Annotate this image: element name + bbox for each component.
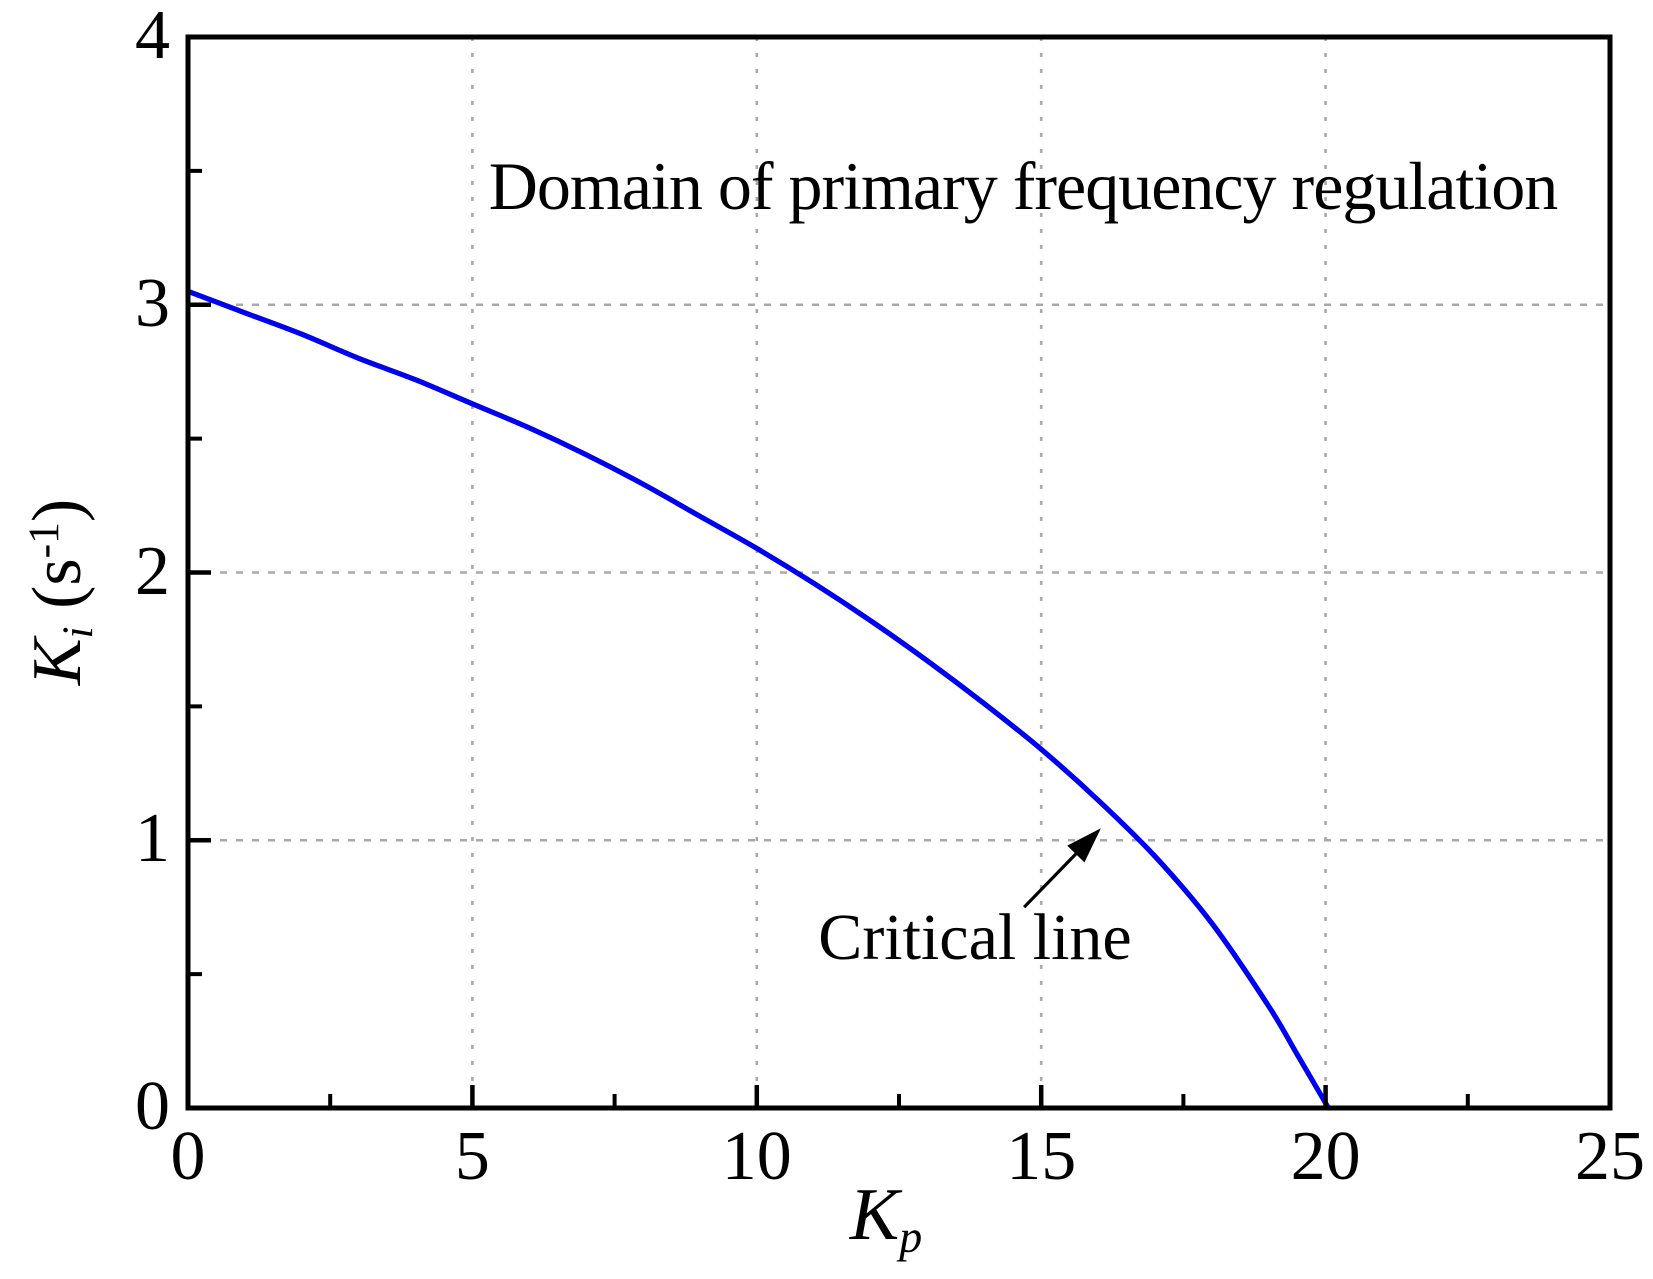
x-tick-label: 20 [1290,1118,1361,1195]
x-axis-label-symbol: K [849,1174,900,1256]
plot-title: Domain of primary frequency regulation [488,148,1558,224]
x-tick-label: 0 [170,1118,206,1195]
y-tick-label: 3 [135,264,170,342]
y-tick-label: 1 [135,800,170,878]
x-tick-label: 15 [1006,1118,1077,1195]
annotation-critical-line: Critical line [818,901,1132,974]
annotation-arrow-head [1067,828,1101,863]
y-tick-label: 2 [135,532,170,610]
y-axis-label: Ki (s-1) [19,499,103,685]
x-axis-label: Kp [850,1178,923,1262]
critical-line-curve [185,288,1332,1111]
x-tick-label: 25 [1575,1118,1645,1195]
y-axis-label-symbol: K [19,638,96,686]
y-axis-label-superscript: -1 [20,522,69,559]
y-axis-label-unit-close: ) [19,498,96,523]
x-axis-label-subscript: p [899,1210,923,1262]
annotation-arrow-shaft [1022,847,1083,909]
y-tick-label: 4 [135,0,170,74]
y-axis-label-unit-open: (s [19,558,96,627]
x-tick-label: 10 [721,1118,792,1195]
plot-frame [185,34,1613,1111]
y-tick-label: 0 [135,1068,170,1145]
y-axis-label-subscript: i [54,626,103,639]
x-tick-label: 5 [454,1118,490,1195]
